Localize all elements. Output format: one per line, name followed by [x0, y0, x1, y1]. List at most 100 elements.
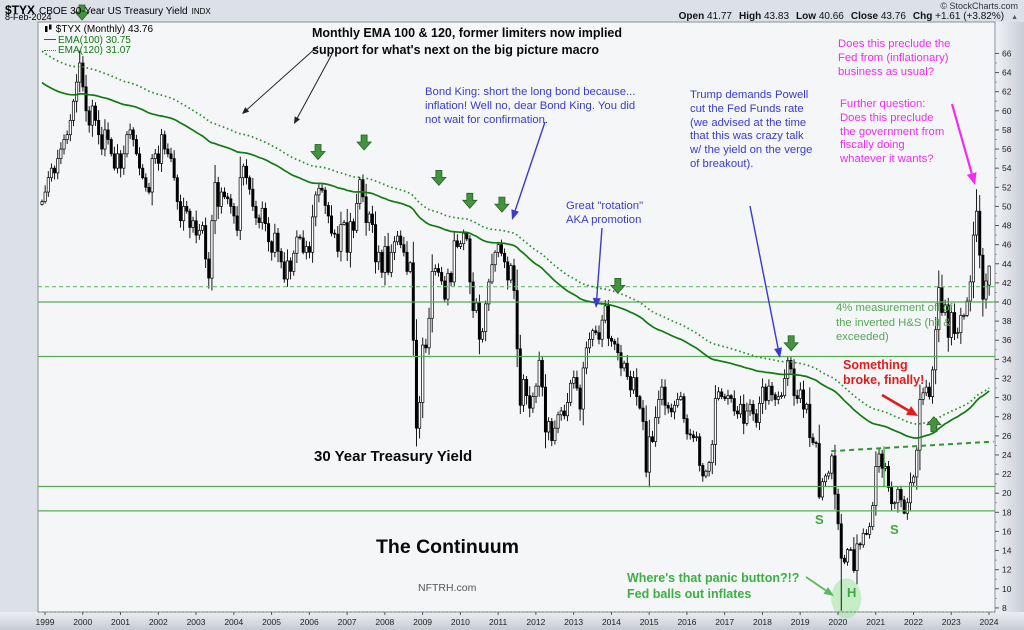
- symbol-name: CBOE 30-Year US Treasury Yield: [39, 6, 188, 17]
- series-title: 30 Year Treasury Yield: [314, 448, 473, 465]
- y-axis-label: 32: [1002, 373, 1012, 383]
- x-axis-label: 2008: [375, 617, 394, 627]
- x-axis-label: 2005: [262, 617, 281, 627]
- x-axis-label: 2006: [300, 617, 319, 627]
- y-axis-label: 42: [1002, 278, 1012, 288]
- y-axis-label: 26: [1002, 431, 1012, 441]
- low-label: Low: [796, 11, 817, 22]
- x-axis-label: 2003: [187, 617, 206, 627]
- chart-date: 8-Feb-2024: [5, 12, 52, 22]
- x-axis-label: 2011: [489, 617, 508, 627]
- y-axis-label: 40: [1002, 297, 1012, 307]
- y-axis-label: 14: [1002, 546, 1012, 556]
- chart-type-icon: [45, 24, 52, 32]
- head-label: H: [847, 585, 857, 600]
- legend-ema120: EMA(120) 31.07: [58, 45, 131, 56]
- down-arrow-marker: [461, 192, 478, 209]
- legend-ema100-row: EMA(100) 30.75: [44, 34, 153, 47]
- x-axis-label: 2007: [338, 617, 357, 627]
- down-arrow-marker: [609, 277, 626, 295]
- down-arrow-marker: [494, 196, 510, 213]
- annotation-rotation: Great "rotation" AKA promotion: [566, 200, 644, 226]
- x-axis-label: 2023: [942, 617, 961, 627]
- trump-arrow: [749, 205, 779, 349]
- annotation-bond-king: Bond King: short the long bond because..…: [425, 86, 636, 126]
- annotation-further-question: Further question: Does this preclude the…: [840, 98, 945, 166]
- y-axis-label: 46: [1002, 240, 1012, 250]
- y-axis-label: 38: [1002, 316, 1012, 326]
- x-axis-label: 2014: [602, 617, 621, 627]
- y-axis-label: 60: [1002, 106, 1012, 116]
- down-arrow-marker: [783, 335, 800, 352]
- panic-arrow-head: [823, 587, 834, 596]
- neckline: [831, 440, 994, 453]
- chg-value: +1.61 (+3.82%): [935, 11, 1005, 22]
- broke-arrow: [881, 393, 910, 412]
- legend-ema120-row: EMA(120) 31.07: [44, 45, 153, 57]
- ema-note-arrow-2: [296, 53, 333, 119]
- left-shoulder-label: S: [815, 512, 824, 527]
- y-axis-label: 10: [1002, 584, 1012, 594]
- x-axis-label: 2022: [904, 617, 923, 627]
- close-label: Close: [850, 11, 879, 22]
- high-value: 43.83: [764, 11, 790, 22]
- ema100-swatch-icon: [44, 39, 56, 41]
- y-axis-label: 44: [1002, 259, 1012, 269]
- copyright: © StockCharts.com: [940, 1, 1018, 11]
- trump-arrow-head: [774, 347, 782, 358]
- x-axis-label: 2009: [413, 617, 432, 627]
- candlesticks: [40, 50, 991, 611]
- symbol: $TYX: [5, 3, 36, 17]
- y-axis-label: 56: [1002, 144, 1012, 154]
- y-axis-label: 22: [1002, 469, 1012, 479]
- x-axis-label: 2016: [677, 617, 696, 627]
- y-axis-label: 54: [1002, 163, 1012, 173]
- y-axis-label: 52: [1002, 182, 1012, 192]
- ema120-swatch-icon: [44, 49, 56, 51]
- y-axis-label: 16: [1002, 526, 1012, 536]
- x-axis-label: 2010: [451, 617, 470, 627]
- annotation-something-broke: Something broke, finally!: [843, 358, 925, 387]
- down-arrow-marker: [74, 4, 90, 21]
- x-axis-label: 2018: [753, 617, 772, 627]
- y-axis-label: 30: [1002, 393, 1012, 403]
- x-axis-label: 2004: [224, 617, 243, 627]
- close-value: 43.76: [880, 11, 906, 22]
- ema-note-arrow-1-head: [242, 107, 250, 114]
- x-axis-label: 2012: [526, 617, 545, 627]
- annotation-panic-button: Where's that panic button?!? Fed balls o…: [627, 571, 800, 601]
- down-arrow-marker: [310, 144, 326, 161]
- chart-header: $TYX CBOE 30-Year US Treasury Yield INDX 8…: [0, 0, 1024, 22]
- x-axis-label: 2002: [149, 617, 168, 627]
- x-axis-label: 2017: [715, 617, 734, 627]
- low-value: 40.66: [818, 11, 844, 22]
- x-axis-label: 2024: [980, 617, 999, 627]
- change-up-icon: ▲: [1011, 14, 1018, 21]
- ema-note-arrow-2-head: [294, 116, 300, 124]
- open-label: Open: [678, 11, 705, 22]
- annotation-trump: Trump demands Powell cut the Fed Funds r…: [690, 89, 813, 170]
- down-arrow-marker: [430, 169, 447, 186]
- magenta-arrow-head: [966, 172, 977, 185]
- bond-king-arrow-head: [511, 209, 519, 220]
- y-axis-label: 20: [1002, 488, 1012, 498]
- bond-king-arrow: [514, 121, 546, 211]
- chart-legend: $TYX (Monthly) 43.76 EMA(100) 30.75 EMA(…: [44, 24, 153, 57]
- x-axis-label: 2013: [564, 617, 583, 627]
- y-axis-label: 62: [1002, 87, 1012, 97]
- ema-note-arrow-1: [246, 45, 319, 110]
- chg-label: Chg: [912, 11, 933, 22]
- legend-ema100: EMA(100) 30.75: [58, 34, 131, 46]
- x-axis-label: 2019: [791, 617, 810, 627]
- high-label: High: [739, 11, 762, 22]
- y-axis-label: 28: [1002, 412, 1012, 422]
- y-axis-label: 24: [1002, 450, 1012, 460]
- y-axis-label: 36: [1002, 335, 1012, 345]
- x-axis-label: 1999: [36, 617, 55, 627]
- continuum-title: The Continuum: [376, 536, 519, 558]
- ema100-line: [41, 81, 990, 439]
- open-value: 41.77: [706, 11, 732, 22]
- magenta-arrow: [950, 103, 973, 174]
